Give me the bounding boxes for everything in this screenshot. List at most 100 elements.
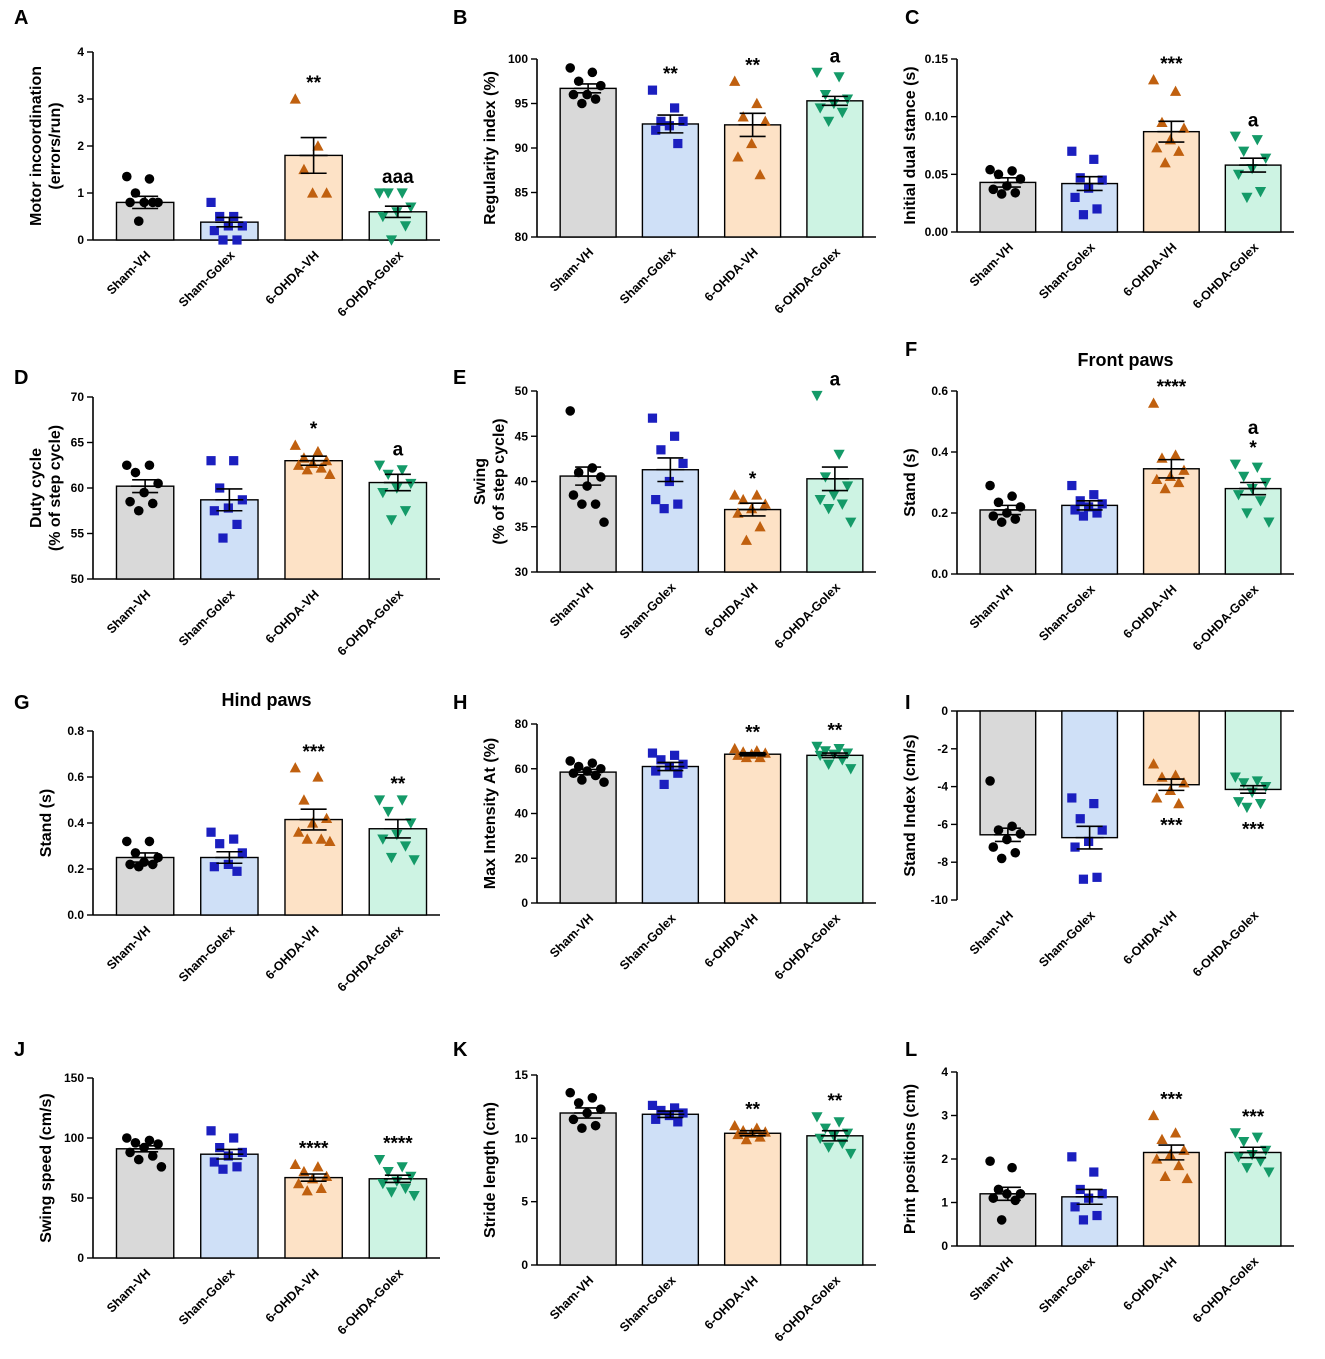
data-point [144,1135,155,1146]
data-point [678,116,688,126]
y-tick-label: -2 [937,742,948,756]
y-axis-label-line: Swing speed (cm/s) [38,1093,55,1242]
data-point [292,1177,305,1189]
data-point [732,749,744,760]
panel-letter: J [14,1039,25,1061]
x-category-label: Sham-Golex [176,248,238,310]
panel-letter: A [14,7,28,29]
data-point [841,481,854,492]
y-tick-label: 3 [941,1109,948,1123]
data-point [595,472,606,482]
data-point [209,506,219,516]
x-category-label: 6-OHDA-VH [263,248,322,307]
data-point [405,818,417,829]
bar-sham-vh [559,87,617,238]
data-point [1089,490,1099,500]
data-point [206,197,216,207]
data-point [209,1157,219,1167]
significance-line: * [1249,438,1257,459]
data-point [669,750,680,760]
data-point [996,517,1007,527]
y-tick-label: 2 [941,1152,948,1166]
data-point [1015,174,1026,184]
data-point [1254,1156,1267,1167]
data-point [209,862,219,872]
significance-label: ** [745,723,760,744]
data-point [565,406,576,416]
panel-j: J Swing speed (cm/s) 0 50 100 150 Sham-VH Sham-… [14,1039,440,1338]
bar-6-ohda-vh [284,818,343,916]
data-point [811,741,823,753]
data-point [988,511,999,521]
data-point [669,1103,680,1113]
data-point [1169,1127,1182,1138]
data-point [582,89,592,100]
significance-label: a [830,46,841,67]
data-point [144,460,155,471]
y-tick-label: 0.2 [931,506,948,520]
data-point [1263,1167,1275,1178]
significance-line: ** [663,64,678,85]
data-point [1075,814,1085,824]
data-point [1246,163,1258,175]
y-axis-label-line: Duty cycle [28,448,45,528]
panel-a: A Motor incoordination (errors/run) 0 1 2 3 4 Sh… [14,7,440,320]
data-point [312,1161,324,1172]
data-point [1078,511,1089,521]
panel-c: C Initial dual stance (s) 0.00 0.05 0.10 0.15… [902,7,1294,312]
data-point [223,1151,233,1161]
data-point [1159,1170,1171,1181]
panel-letter: B [453,7,467,29]
x-category-label: Sham-Golex [176,923,238,985]
x-category-label: Sham-VH [104,248,153,297]
data-point [1097,825,1107,835]
data-point [833,1117,845,1128]
data-point [664,121,674,131]
x-category-label: Sham-VH [967,240,1016,289]
data-point [237,848,247,858]
x-category-label: 6-OHDA-Golex [1190,1254,1261,1325]
data-point [823,1142,835,1153]
data-point [385,1187,398,1198]
bar-6-ohda-vh [723,753,782,904]
data-point [144,174,155,184]
x-category-label: Sham-VH [104,1266,153,1315]
significance-line: *** [1242,819,1265,840]
y-tick-label: 60 [71,481,85,495]
x-category-label: Sham-VH [547,1273,596,1322]
y-axis-label-line: Stand (s) [38,789,55,857]
y-tick-label: 2 [77,139,84,153]
data-point [1075,173,1085,183]
panel-i: I Stand Index (cm/s) -10 -8 -6 -4 -2 0 Sham-VH Sh… [902,692,1294,980]
bar-6-ohda-vh [284,1176,343,1259]
significance-line: a [830,46,841,67]
data-point [729,489,741,500]
data-point [377,1179,389,1190]
data-point [740,1133,752,1145]
x-category-label: Sham-VH [967,1254,1016,1303]
y-axis-label-line: Swing [472,458,489,505]
data-point [223,503,233,513]
data-point [312,445,324,457]
significance-label: ** [663,64,678,85]
y-tick-label: 55 [71,527,85,541]
data-point [1089,799,1099,809]
data-point [289,93,301,104]
data-point [1010,847,1021,858]
bar-sham-vh [115,485,175,580]
data-point [1164,1148,1176,1160]
panel-letter: I [905,692,911,714]
data-point [232,1162,242,1172]
data-point [673,768,683,778]
data-point [130,467,141,478]
data-point [229,834,239,844]
y-tick-label: 1 [77,186,84,200]
data-point [1159,482,1171,494]
data-point [590,1120,601,1131]
data-point [125,197,135,208]
x-category-label: 6-OHDA-Golex [1190,240,1261,311]
data-point [312,771,324,782]
data-point [324,468,336,479]
data-point [385,852,398,864]
data-point [1010,187,1021,198]
